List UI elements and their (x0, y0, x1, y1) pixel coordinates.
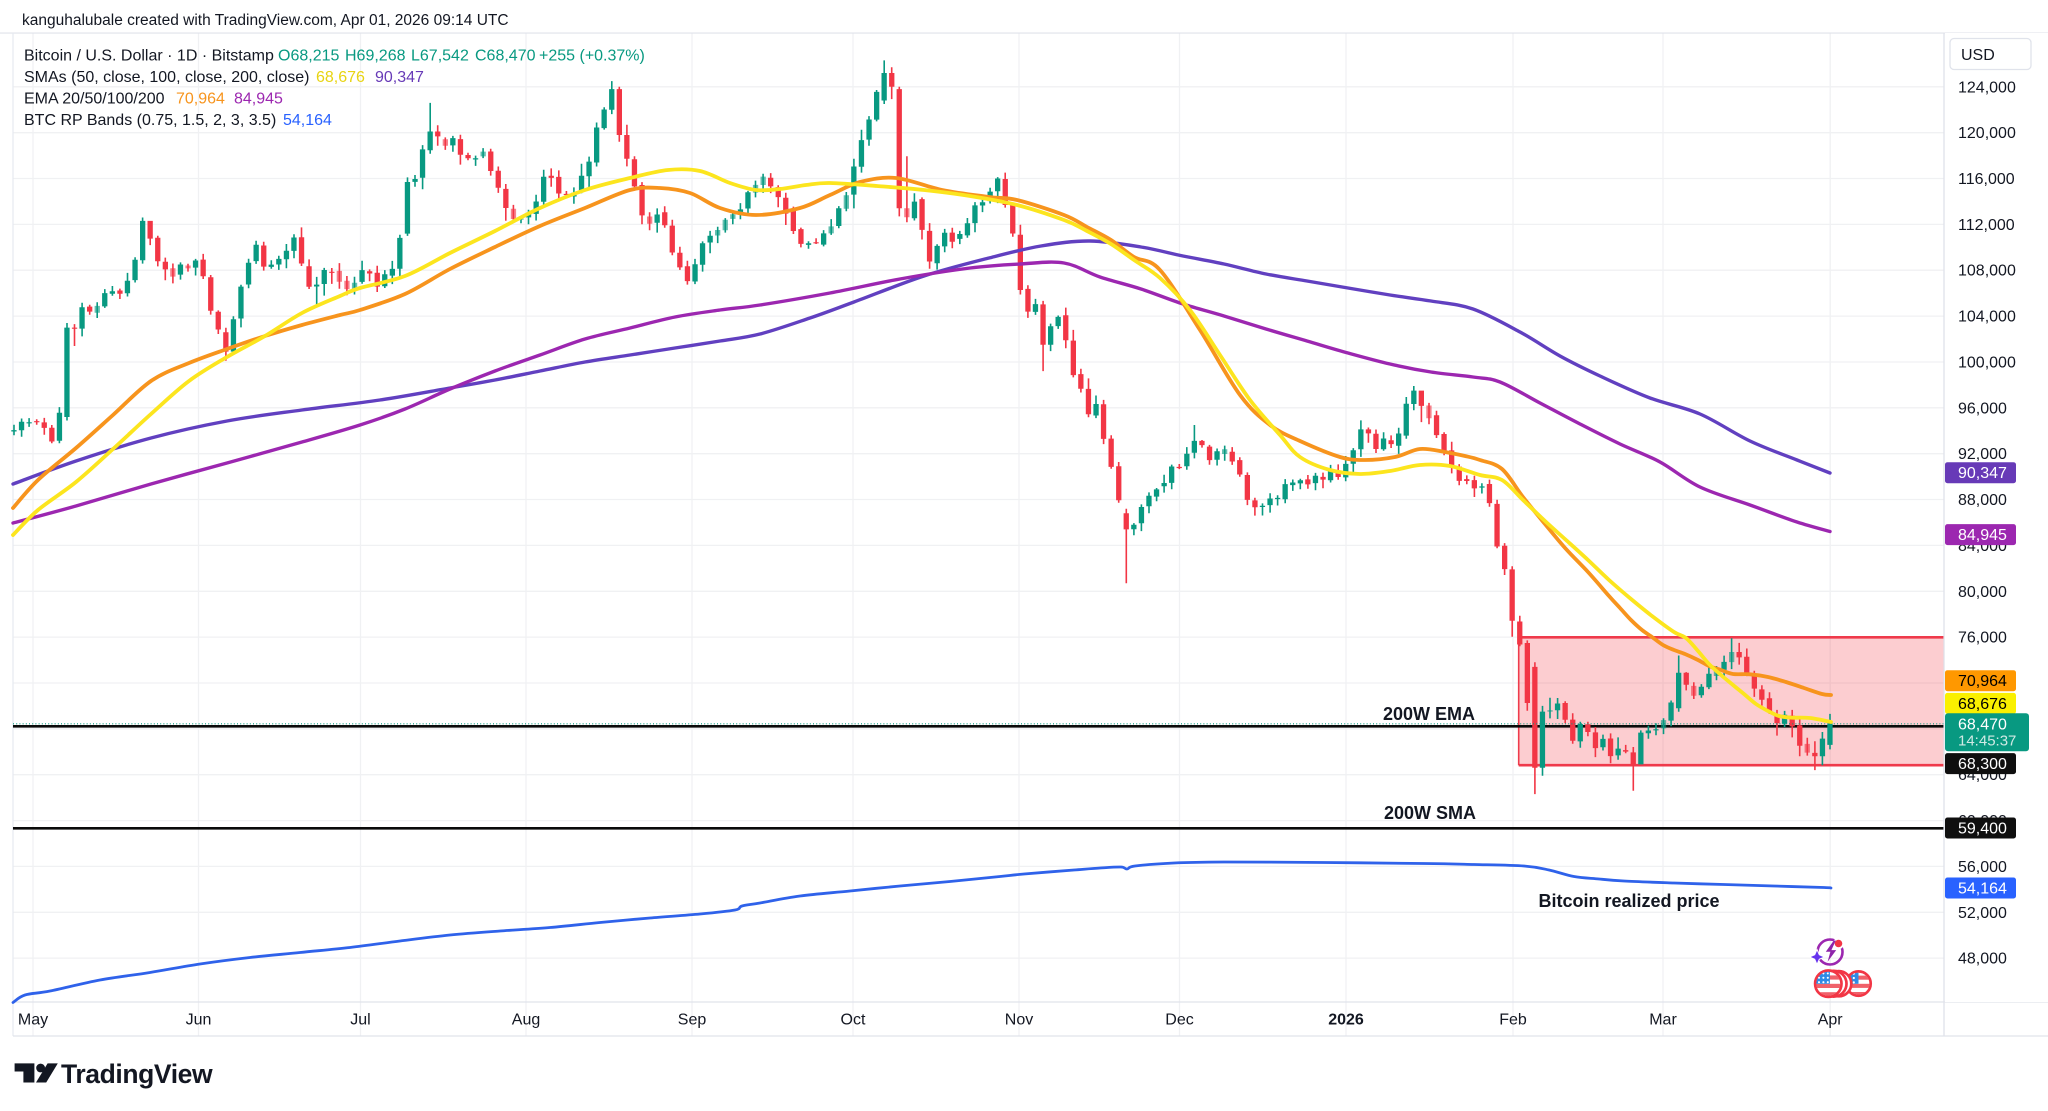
svg-text:USD: USD (1961, 47, 1995, 64)
svg-text:2026: 2026 (1328, 1012, 1364, 1029)
svg-text:Sep: Sep (678, 1012, 707, 1029)
svg-text:C68,470: C68,470 (475, 48, 536, 65)
svg-text:90,347: 90,347 (375, 69, 424, 86)
svg-text:Feb: Feb (1499, 1012, 1527, 1029)
svg-text:59,400: 59,400 (1958, 821, 2007, 838)
svg-text:200W SMA: 200W SMA (1384, 803, 1476, 823)
svg-text:96,000: 96,000 (1958, 400, 2007, 417)
svg-text:EMA 20/50/100/200: EMA 20/50/100/200 (24, 91, 165, 108)
svg-text:68,676: 68,676 (316, 69, 365, 86)
svg-text:54,164: 54,164 (283, 112, 332, 129)
svg-text:SMAs (50, close, 100, close, 2: SMAs (50, close, 100, close, 200, close) (24, 69, 309, 86)
svg-text:68,300: 68,300 (1958, 756, 2007, 773)
svg-text:14:45:37: 14:45:37 (1958, 733, 2016, 750)
svg-text:76,000: 76,000 (1958, 630, 2007, 647)
svg-text:84,945: 84,945 (234, 91, 283, 108)
svg-text:Nov: Nov (1005, 1012, 1033, 1029)
svg-text:120,000: 120,000 (1958, 125, 2016, 142)
svg-text:L67,542: L67,542 (411, 48, 469, 65)
svg-text:104,000: 104,000 (1958, 309, 2016, 326)
svg-text:Bitcoin / U.S. Dollar · 1D · B: Bitcoin / U.S. Dollar · 1D · Bitstamp (24, 48, 274, 65)
svg-text:TradingView: TradingView (61, 1059, 213, 1089)
svg-text:90,347: 90,347 (1958, 465, 2007, 482)
svg-text:Bitcoin realized price: Bitcoin realized price (1538, 891, 1719, 911)
svg-text:Dec: Dec (1165, 1012, 1193, 1029)
svg-text:+255 (+0.37%): +255 (+0.37%) (539, 48, 645, 65)
svg-text:200W EMA: 200W EMA (1383, 704, 1475, 724)
svg-text:112,000: 112,000 (1958, 217, 2015, 234)
svg-text:kanguhalubale created with Tra: kanguhalubale created with TradingView.c… (22, 12, 509, 29)
svg-text:54,164: 54,164 (1958, 881, 2007, 898)
svg-text:BTC RP Bands (0.75, 1.5, 2, 3,: BTC RP Bands (0.75, 1.5, 2, 3, 3.5) (24, 112, 276, 129)
svg-text:108,000: 108,000 (1958, 263, 2016, 280)
svg-text:68,676: 68,676 (1958, 696, 2007, 713)
svg-text:May: May (18, 1012, 48, 1029)
svg-text:Aug: Aug (512, 1012, 540, 1029)
svg-text:124,000: 124,000 (1958, 79, 2016, 96)
svg-text:70,964: 70,964 (1958, 673, 2007, 690)
svg-text:68,470: 68,470 (1958, 717, 2007, 734)
svg-text:92,000: 92,000 (1958, 446, 2007, 463)
svg-text:116,000: 116,000 (1958, 171, 2015, 188)
svg-text:100,000: 100,000 (1958, 355, 2016, 372)
svg-text:O68,215: O68,215 (278, 48, 339, 65)
svg-text:H69,268: H69,268 (345, 48, 406, 65)
svg-text:52,000: 52,000 (1958, 905, 2007, 922)
svg-text:88,000: 88,000 (1958, 492, 2007, 509)
svg-text:70,964: 70,964 (176, 91, 225, 108)
svg-text:48,000: 48,000 (1958, 951, 2007, 968)
svg-text:56,000: 56,000 (1958, 859, 2007, 876)
svg-text:84,945: 84,945 (1958, 527, 2007, 544)
svg-text:Jun: Jun (186, 1012, 212, 1029)
svg-text:Mar: Mar (1649, 1012, 1677, 1029)
svg-text:80,000: 80,000 (1958, 584, 2007, 601)
svg-text:Oct: Oct (841, 1012, 866, 1029)
svg-text:Apr: Apr (1818, 1012, 1844, 1029)
svg-text:Jul: Jul (350, 1012, 370, 1029)
